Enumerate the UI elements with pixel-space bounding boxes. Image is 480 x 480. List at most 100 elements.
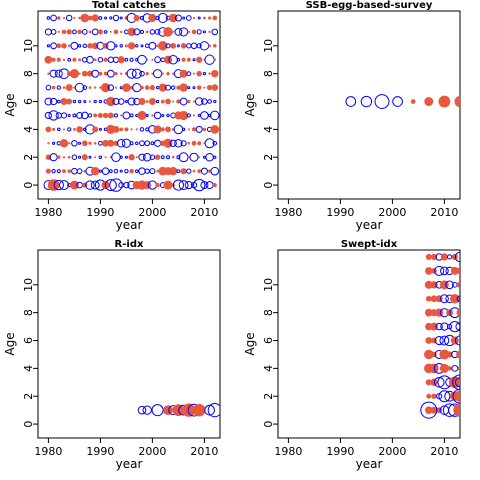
positive-residual-point <box>154 29 161 35</box>
negative-residual-point <box>73 16 76 20</box>
x-tick-label: 2010 <box>430 445 458 458</box>
negative-residual-point <box>165 126 171 133</box>
negative-residual-point <box>119 30 123 34</box>
negative-residual-point <box>158 83 167 92</box>
positive-residual-point <box>45 84 52 91</box>
panel-1: Total catches 1980 1990 2000 2010 0 2 4 6 8 10 year… <box>3 0 221 232</box>
negative-residual-point <box>112 125 120 133</box>
y-tick-label: 6 <box>262 98 275 105</box>
positive-residual-point <box>81 29 88 35</box>
negative-residual-point <box>192 16 196 20</box>
positive-residual-point <box>70 41 79 50</box>
x-axis-label: year <box>356 457 383 471</box>
positive-residual-point <box>85 180 95 190</box>
positive-residual-point <box>184 180 193 190</box>
positive-residual-point <box>454 251 460 263</box>
positive-residual-point <box>452 388 460 404</box>
negative-residual-point <box>81 140 88 147</box>
negative-residual-point <box>56 57 61 62</box>
negative-residual-point <box>425 267 433 275</box>
y-tick-label: 8 <box>262 309 275 316</box>
positive-residual-point <box>126 68 137 79</box>
positive-residual-point <box>103 30 108 34</box>
negative-residual-point <box>208 72 211 75</box>
positive-residual-point <box>207 99 212 104</box>
negative-residual-point <box>93 141 97 145</box>
positive-residual-point <box>174 139 183 148</box>
positive-residual-point <box>434 265 445 276</box>
negative-residual-point <box>447 366 452 371</box>
positive-residual-point <box>82 85 88 90</box>
negative-residual-point <box>163 180 173 190</box>
negative-residual-point <box>211 69 219 78</box>
negative-residual-point <box>187 128 190 131</box>
y-tick-label: 4 <box>22 365 35 372</box>
negative-residual-point <box>45 168 51 174</box>
negative-residual-point <box>51 85 56 90</box>
positive-residual-point <box>116 139 126 148</box>
negative-residual-point <box>144 85 150 90</box>
y-tick-label: 10 <box>22 39 35 53</box>
negative-residual-point <box>62 169 66 174</box>
negative-residual-point <box>191 29 197 35</box>
positive-residual-point <box>78 155 82 159</box>
positive-residual-point <box>133 28 141 36</box>
x-axis-label: year <box>356 218 383 232</box>
positive-residual-point <box>139 140 145 147</box>
negative-residual-point <box>456 267 460 275</box>
positive-residual-point <box>87 113 93 118</box>
y-tick-label: 0 <box>22 421 35 428</box>
positive-residual-point <box>119 86 123 90</box>
positive-residual-point <box>182 16 186 20</box>
negative-residual-point <box>65 84 73 92</box>
x-axis-label: year <box>116 457 143 471</box>
positive-residual-point <box>148 41 157 50</box>
positive-residual-point <box>56 169 61 174</box>
negative-residual-point <box>98 71 103 76</box>
negative-residual-point <box>97 112 103 118</box>
positive-residual-point <box>129 141 134 146</box>
positive-residual-point <box>451 364 459 372</box>
positive-residual-point <box>135 141 139 146</box>
positive-residual-point <box>124 57 129 62</box>
negative-residual-point <box>145 100 149 103</box>
negative-residual-point <box>87 43 93 49</box>
negative-residual-point <box>114 86 118 89</box>
positive-residual-point <box>200 111 209 120</box>
negative-residual-point <box>180 43 187 49</box>
positive-residual-point <box>155 85 160 90</box>
positive-residual-point <box>104 16 108 20</box>
positive-residual-point <box>197 113 201 117</box>
negative-residual-point <box>166 71 170 76</box>
negative-residual-point <box>120 72 123 75</box>
positive-residual-point <box>142 405 152 415</box>
positive-residual-point <box>98 99 103 104</box>
x-tick-label: 2010 <box>190 445 218 458</box>
positive-residual-point <box>202 155 206 159</box>
negative-residual-point <box>72 57 77 62</box>
positive-residual-point <box>139 29 145 34</box>
negative-residual-point <box>453 403 460 417</box>
positive-residual-point <box>440 266 449 276</box>
negative-residual-point <box>102 139 110 147</box>
negative-residual-point <box>47 179 60 191</box>
marks <box>137 403 220 418</box>
positive-residual-point <box>456 295 460 303</box>
positive-residual-point <box>48 110 59 121</box>
negative-residual-point <box>461 350 470 359</box>
negative-residual-point <box>66 29 72 35</box>
positive-residual-point <box>78 141 82 145</box>
positive-residual-point <box>71 140 78 147</box>
negative-residual-point <box>210 125 220 134</box>
positive-residual-point <box>138 153 146 161</box>
positive-residual-point <box>459 282 460 287</box>
x-tick-label: 1980 <box>274 445 302 458</box>
negative-residual-point <box>191 127 197 132</box>
positive-residual-point <box>179 97 188 106</box>
x-tick-label: 2000 <box>378 445 406 458</box>
negative-residual-point <box>69 69 80 79</box>
positive-residual-point <box>445 280 454 290</box>
x-tick-label: 2000 <box>378 206 406 219</box>
y-tick-label: 2 <box>262 154 275 161</box>
negative-residual-point <box>160 127 165 132</box>
